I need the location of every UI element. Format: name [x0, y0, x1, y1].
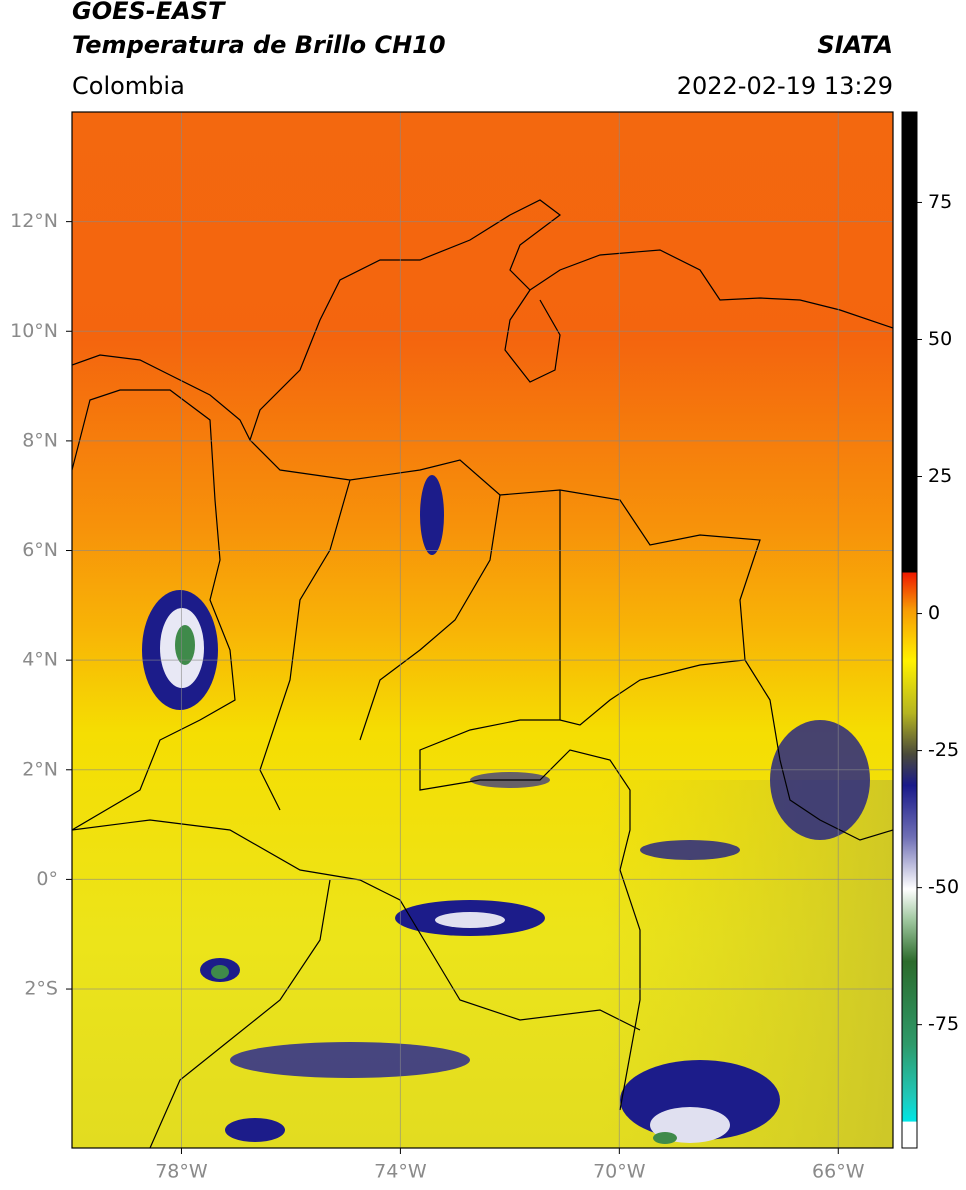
axes: 78°W 74°W 70°W 66°W 12°N 10°N 8°N 6°N 4°N 2°N 0° 2°…: [10, 112, 893, 1183]
title-line-2: Temperatura de Brillo CH10: [72, 31, 446, 59]
colorbar-tick-label: 75: [928, 191, 952, 213]
x-tick-label: 70°W: [593, 1161, 646, 1183]
cloud-tops: [142, 475, 870, 1144]
y-tick-label: 2°N: [22, 758, 58, 780]
colorbar-tick-label: 25: [928, 465, 952, 487]
map-frame: [71, 111, 894, 1149]
y-tick-label: 6°N: [22, 539, 58, 561]
y-tick-label: 4°N: [22, 649, 58, 671]
y-tick-label: 8°N: [22, 429, 58, 451]
y-tick-label: 2°S: [24, 978, 58, 1000]
colorbar-tick-label: -25: [928, 739, 959, 761]
x-tick-label: 66°W: [812, 1161, 865, 1183]
map-image: [72, 112, 893, 1148]
region: Colombia: [72, 72, 185, 100]
y-tick-label: 0°: [36, 868, 58, 890]
colorbar-tick-label: 0: [928, 602, 940, 624]
agency: SIATA: [817, 31, 893, 59]
colorbar-tick-label: 50: [928, 328, 952, 350]
x-tick-label: 78°W: [155, 1161, 208, 1183]
colorbar-tick-label: -75: [928, 1013, 959, 1035]
timestamp: 2022-02-19 13:29: [677, 72, 893, 100]
y-tick-label: 10°N: [10, 320, 58, 342]
colorbar-tick-label: -50: [928, 876, 959, 898]
y-tick-label: 12°N: [10, 210, 58, 232]
title-line-1: GOES-EAST: [72, 0, 226, 25]
x-tick-label: 74°W: [374, 1161, 427, 1183]
colorbar: [901, 111, 918, 1149]
